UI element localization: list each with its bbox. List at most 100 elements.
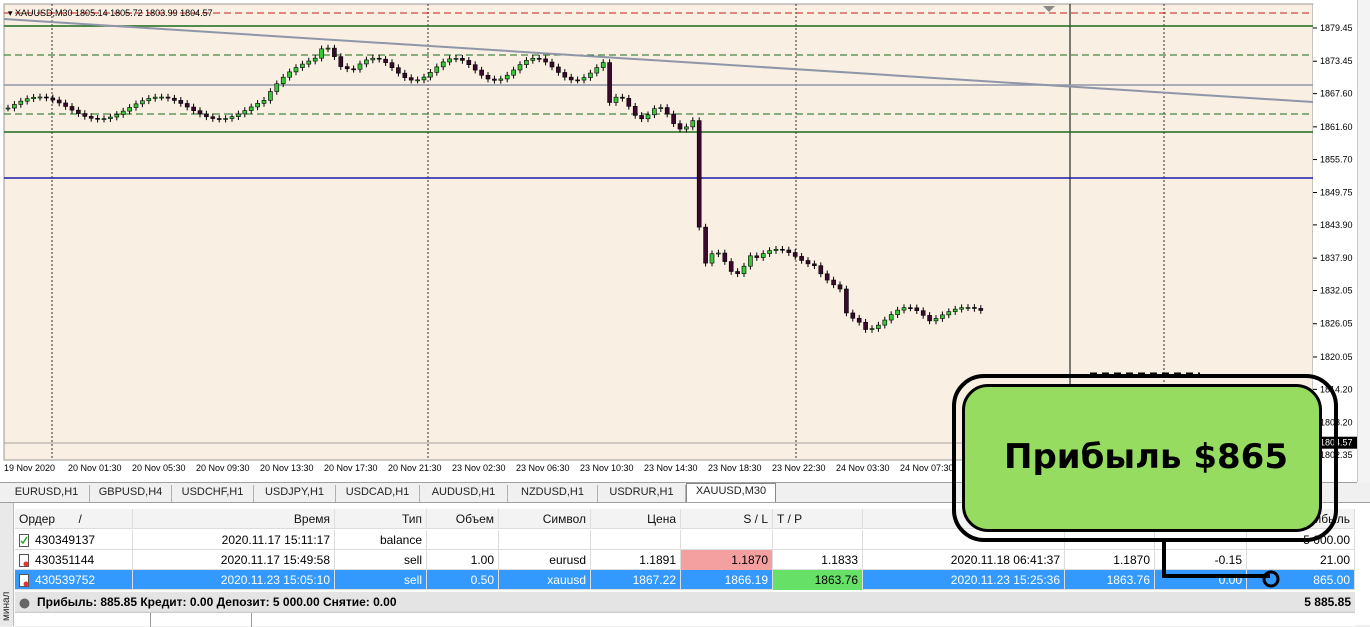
vertical-scrollbar[interactable] <box>1357 0 1370 482</box>
col-symbol-header[interactable]: Символ <box>499 509 591 529</box>
chart-tab-usdjpy-h1[interactable]: USDJPY,H1 <box>254 485 336 502</box>
col-order-header[interactable]: Ордер / <box>15 509 133 529</box>
candle-body <box>50 97 56 101</box>
candle-body <box>479 69 484 76</box>
terminal-side-label[interactable]: минал <box>0 503 14 626</box>
candle-body <box>127 107 132 112</box>
cell-symbol: eurusd <box>499 550 591 570</box>
cell-swap: -0.15 <box>1155 550 1247 570</box>
candle-body <box>754 255 760 258</box>
candle-body <box>280 76 286 85</box>
candle-body <box>837 284 843 290</box>
candle-body <box>581 77 587 81</box>
col-tp-header[interactable]: T / P <box>773 509 863 529</box>
candle-body <box>159 96 164 99</box>
col-sl-header[interactable]: S / L <box>681 509 773 529</box>
summary-total: 5 885.85 <box>1304 595 1351 609</box>
time-axis-label: 20 Nov 17:30 <box>324 463 378 473</box>
candle-body <box>850 312 856 319</box>
candle-body <box>319 48 324 59</box>
candle-body <box>511 69 516 76</box>
col-price-header[interactable]: Цена <box>591 509 681 529</box>
candle-body <box>268 91 273 101</box>
candle-body <box>383 58 388 63</box>
history-row[interactable]: 430539752 2020.11.23 15:05:10 sell 0.50 xauu… <box>15 570 1355 590</box>
candle-body <box>37 96 43 99</box>
candle-body <box>812 263 817 266</box>
candle-body <box>332 47 337 57</box>
chart-tab-usdrur-h1[interactable]: USDRUR,H1 <box>598 485 686 502</box>
col-time-header[interactable]: Время <box>133 509 335 529</box>
candle-body <box>146 98 152 102</box>
history-row[interactable]: 430351144 2020.11.17 15:49:58 sell 1.00 euru… <box>15 550 1355 570</box>
candle-body <box>287 71 292 78</box>
cell-price: 1867.22 <box>591 570 681 590</box>
time-axis-label: 24 Nov 03:30 <box>836 463 890 473</box>
terminal-bottom-tabs <box>15 612 1355 627</box>
shift-marker-icon <box>1043 6 1055 12</box>
closed-order-icon <box>19 554 29 567</box>
chart-tab-nzdusd-h1[interactable]: NZDUSD,H1 <box>508 485 598 502</box>
chart-tab-audusd-h1[interactable]: AUDUSD,H1 <box>420 485 508 502</box>
candle-body <box>415 79 420 82</box>
candle-body <box>805 260 811 265</box>
cell-sl: 1.1870 <box>681 550 773 570</box>
time-axis-label: 24 Nov 07:30 <box>900 463 954 473</box>
candle-body <box>88 116 94 119</box>
candle-body <box>658 107 664 109</box>
candle-body <box>408 77 414 81</box>
candle-body <box>792 252 798 257</box>
candle-body <box>351 68 356 71</box>
col-volume-header[interactable]: Объем <box>427 509 499 529</box>
price-axis-label: 1861.60 <box>1320 122 1353 132</box>
profit-callout <box>962 384 1322 532</box>
candle-body <box>440 61 446 68</box>
candle-body <box>562 72 568 78</box>
chart-tab-eurusd-h1[interactable]: EURUSD,H1 <box>4 485 90 502</box>
dropdown-triangle-icon: ▾ <box>8 8 15 18</box>
candle-body <box>82 113 88 117</box>
price-axis-label: 1879.45 <box>1320 23 1353 33</box>
col-type-header[interactable]: Тип <box>335 509 427 529</box>
candle-body <box>844 288 849 314</box>
chart-tab-gbpusd-h4[interactable]: GBPUSD,H4 <box>90 485 172 502</box>
chart-tab-usdcad-h1[interactable]: USDCAD,H1 <box>336 485 420 502</box>
candle-body <box>364 59 369 65</box>
cell-price: 1.1891 <box>591 550 681 570</box>
candle-body <box>620 96 625 99</box>
cell-volume <box>427 530 499 550</box>
candle-body <box>300 63 305 68</box>
candle-body <box>543 58 548 63</box>
candle-body <box>274 83 280 92</box>
cell-tp: 1863.76 <box>773 570 863 590</box>
time-axis-label: 19 Nov 2020 <box>4 463 55 473</box>
candle-body <box>204 113 209 118</box>
cell-type: sell <box>335 570 427 590</box>
candle-body <box>703 226 708 264</box>
candle-body <box>626 97 632 107</box>
time-axis-label: 23 Nov 06:30 <box>516 463 570 473</box>
candle-body <box>402 72 408 78</box>
candle-body <box>920 310 926 316</box>
candle-body <box>677 123 683 130</box>
candle-body <box>933 318 939 322</box>
chart-tab-xauusd-m30[interactable]: XAUUSD,M30 <box>686 483 776 503</box>
trend-line <box>3 18 1314 103</box>
candle-body <box>434 66 440 73</box>
candle-body <box>639 115 644 120</box>
price-axis-label: 1855.70 <box>1320 155 1353 165</box>
price-axis-label: 1837.90 <box>1320 253 1353 263</box>
candle-body <box>184 103 190 108</box>
cell-order: 430539752 <box>15 570 133 590</box>
profit-callout-text: Прибыль $865 <box>1004 437 1288 477</box>
candle-body <box>498 78 504 81</box>
candle-body <box>56 99 62 104</box>
candle-body <box>120 110 126 115</box>
time-axis-label: 20 Nov 13:30 <box>260 463 314 473</box>
chart-tab-usdchf-h1[interactable]: USDCHF,H1 <box>172 485 254 502</box>
candle-body <box>312 57 318 62</box>
candle-body <box>191 106 196 111</box>
candle-body <box>716 252 721 255</box>
candle-body <box>114 114 120 118</box>
candle-body <box>472 64 478 71</box>
